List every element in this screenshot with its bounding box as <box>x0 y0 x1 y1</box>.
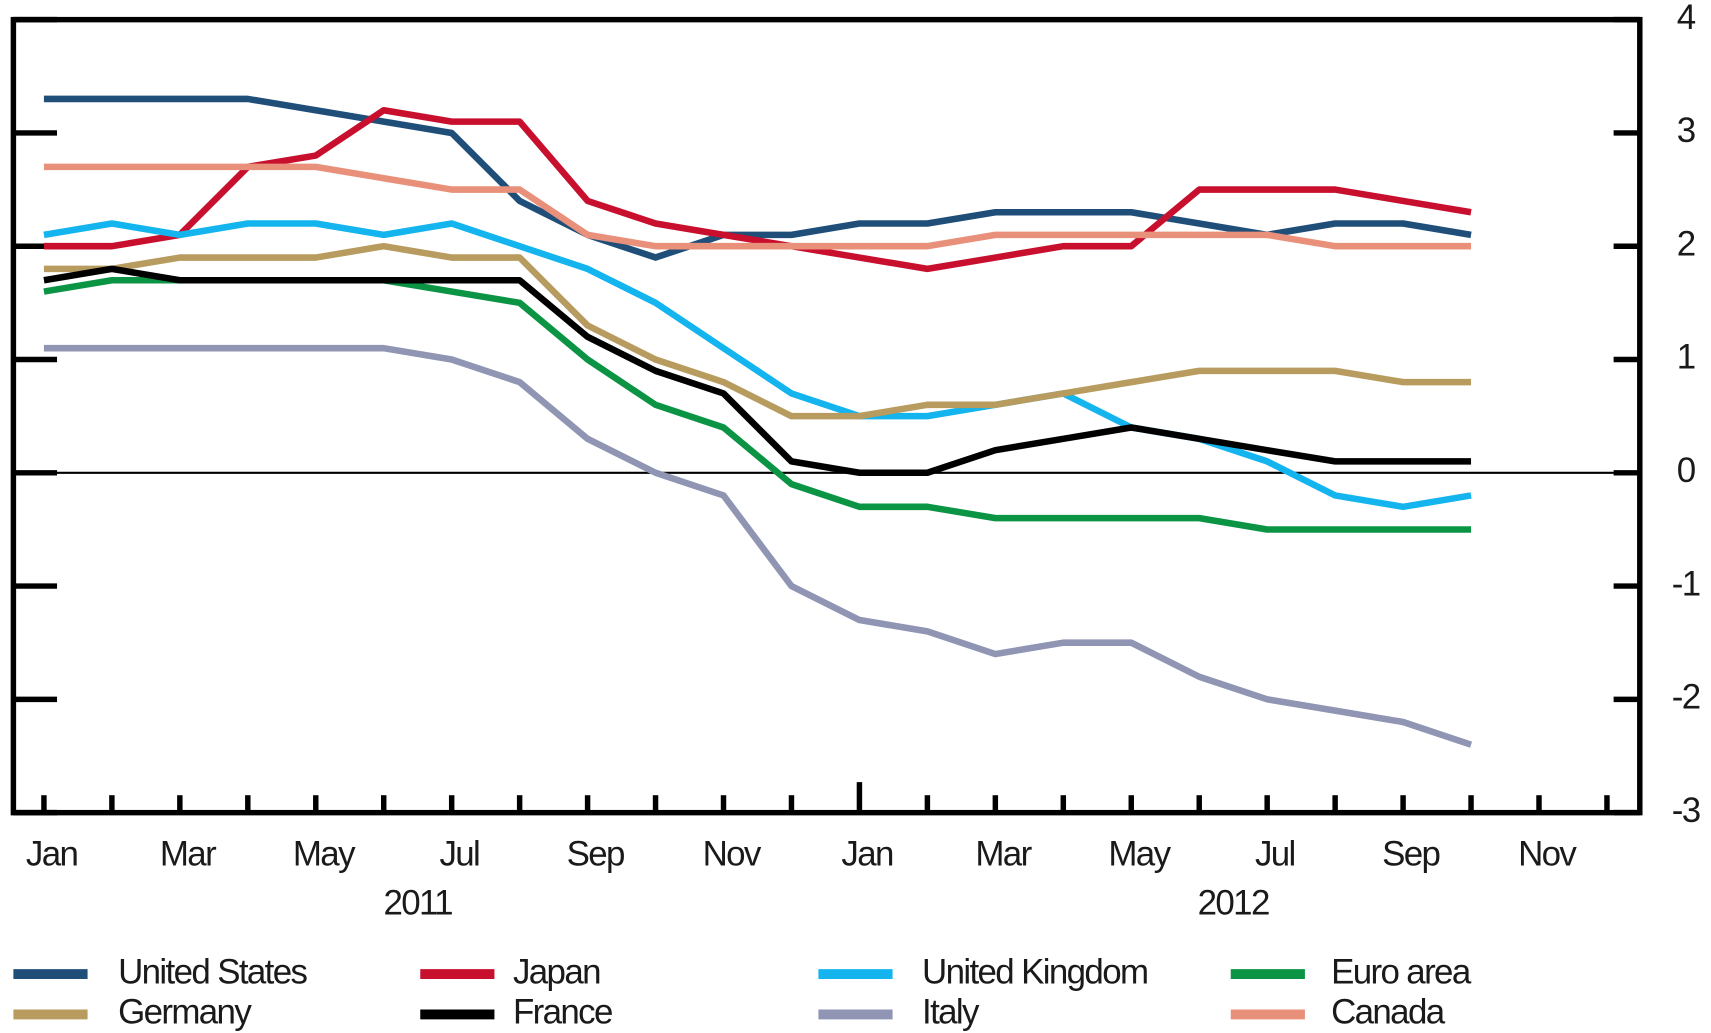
legend-label: United States <box>118 952 307 991</box>
y-tick-label: -1 <box>1672 564 1700 603</box>
legend-label: France <box>513 993 612 1032</box>
series-line <box>43 95 1472 261</box>
series-line <box>43 163 1472 250</box>
x-tick-label: Mar <box>160 835 217 874</box>
legend-label: Italy <box>922 993 980 1032</box>
x-tick-label: Jul <box>1255 835 1295 874</box>
legend-label: Euro area <box>1331 952 1472 991</box>
x-tick-label: May <box>293 835 356 874</box>
x-tick-label: May <box>1108 835 1171 874</box>
y-tick-label: 1 <box>1677 338 1695 377</box>
plot-frame <box>10 16 1643 816</box>
legend-label: Japan <box>513 952 600 991</box>
series-line <box>43 107 1472 273</box>
legend-label: Canada <box>1331 993 1446 1032</box>
series-line <box>43 220 1472 511</box>
legend-label: United Kingdom <box>922 952 1147 991</box>
y-tick-label: 4 <box>1677 0 1696 37</box>
x-tick-label: Sep <box>1382 835 1439 874</box>
year-label: 2011 <box>383 884 452 923</box>
series-line <box>43 344 1473 748</box>
x-tick-label: Jul <box>439 835 479 874</box>
x-tick-label: Mar <box>975 835 1032 874</box>
series-line <box>43 242 1472 420</box>
y-tick-label: -2 <box>1672 678 1700 717</box>
x-tick-label: Sep <box>567 835 624 874</box>
series-line <box>43 265 1472 477</box>
y-tick-label: 0 <box>1677 451 1696 490</box>
x-tick-label: Jan <box>841 835 893 874</box>
y-tick-label: -3 <box>1672 791 1700 830</box>
x-tick-label: Nov <box>1518 835 1577 874</box>
year-label: 2012 <box>1198 884 1269 923</box>
series-line <box>43 276 1472 533</box>
x-tick-label: Jan <box>26 835 78 874</box>
legend-label: Germany <box>118 993 252 1032</box>
y-tick-label: 2 <box>1677 224 1695 263</box>
x-tick-label: Nov <box>703 835 762 874</box>
y-tick-label: 3 <box>1677 111 1695 150</box>
